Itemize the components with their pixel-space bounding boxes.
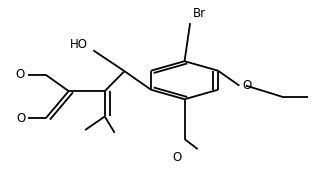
Text: O: O (16, 112, 25, 125)
Text: HO: HO (71, 38, 88, 51)
Text: O: O (172, 151, 182, 164)
Text: Br: Br (192, 7, 206, 20)
Text: O: O (16, 68, 25, 81)
Text: O: O (243, 79, 252, 92)
